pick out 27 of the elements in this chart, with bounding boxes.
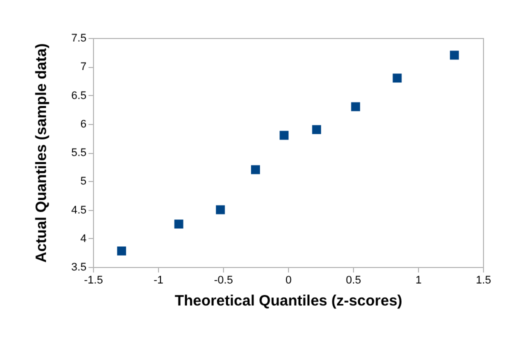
y-tick-label: 6 [80,118,86,130]
y-tick-label: 7 [80,61,86,74]
point [117,246,126,256]
point [392,74,402,83]
x-tick-label: -1 [154,274,164,286]
x-axis-title: Theoretical Quantiles (z-scores) [174,292,402,310]
x-tick-label: 0.5 [346,274,362,286]
x-tick-label: -0.5 [214,274,233,286]
point [450,50,459,60]
point [216,205,225,214]
y-axis-title: Actual Quantiles (sample data) [33,43,50,263]
x-tick-label: -1.5 [84,274,103,286]
y-tick-label: 5 [80,176,86,188]
x-tick-label: 1.5 [476,274,492,286]
y-tick-label: 5.5 [71,147,86,159]
point [312,125,322,134]
y-tick-label: 6.5 [71,90,86,102]
point [280,130,289,140]
point [351,102,360,112]
y-tick-label: 7.5 [71,32,86,44]
y-tick-label: 4 [80,232,86,245]
point [174,220,184,229]
y-tick-label: 3.5 [71,262,86,274]
x-tick-label: 0 [285,274,292,286]
x-tick-label: 1 [415,274,422,286]
y-tick-label: 4.5 [71,204,86,216]
point [251,165,260,174]
